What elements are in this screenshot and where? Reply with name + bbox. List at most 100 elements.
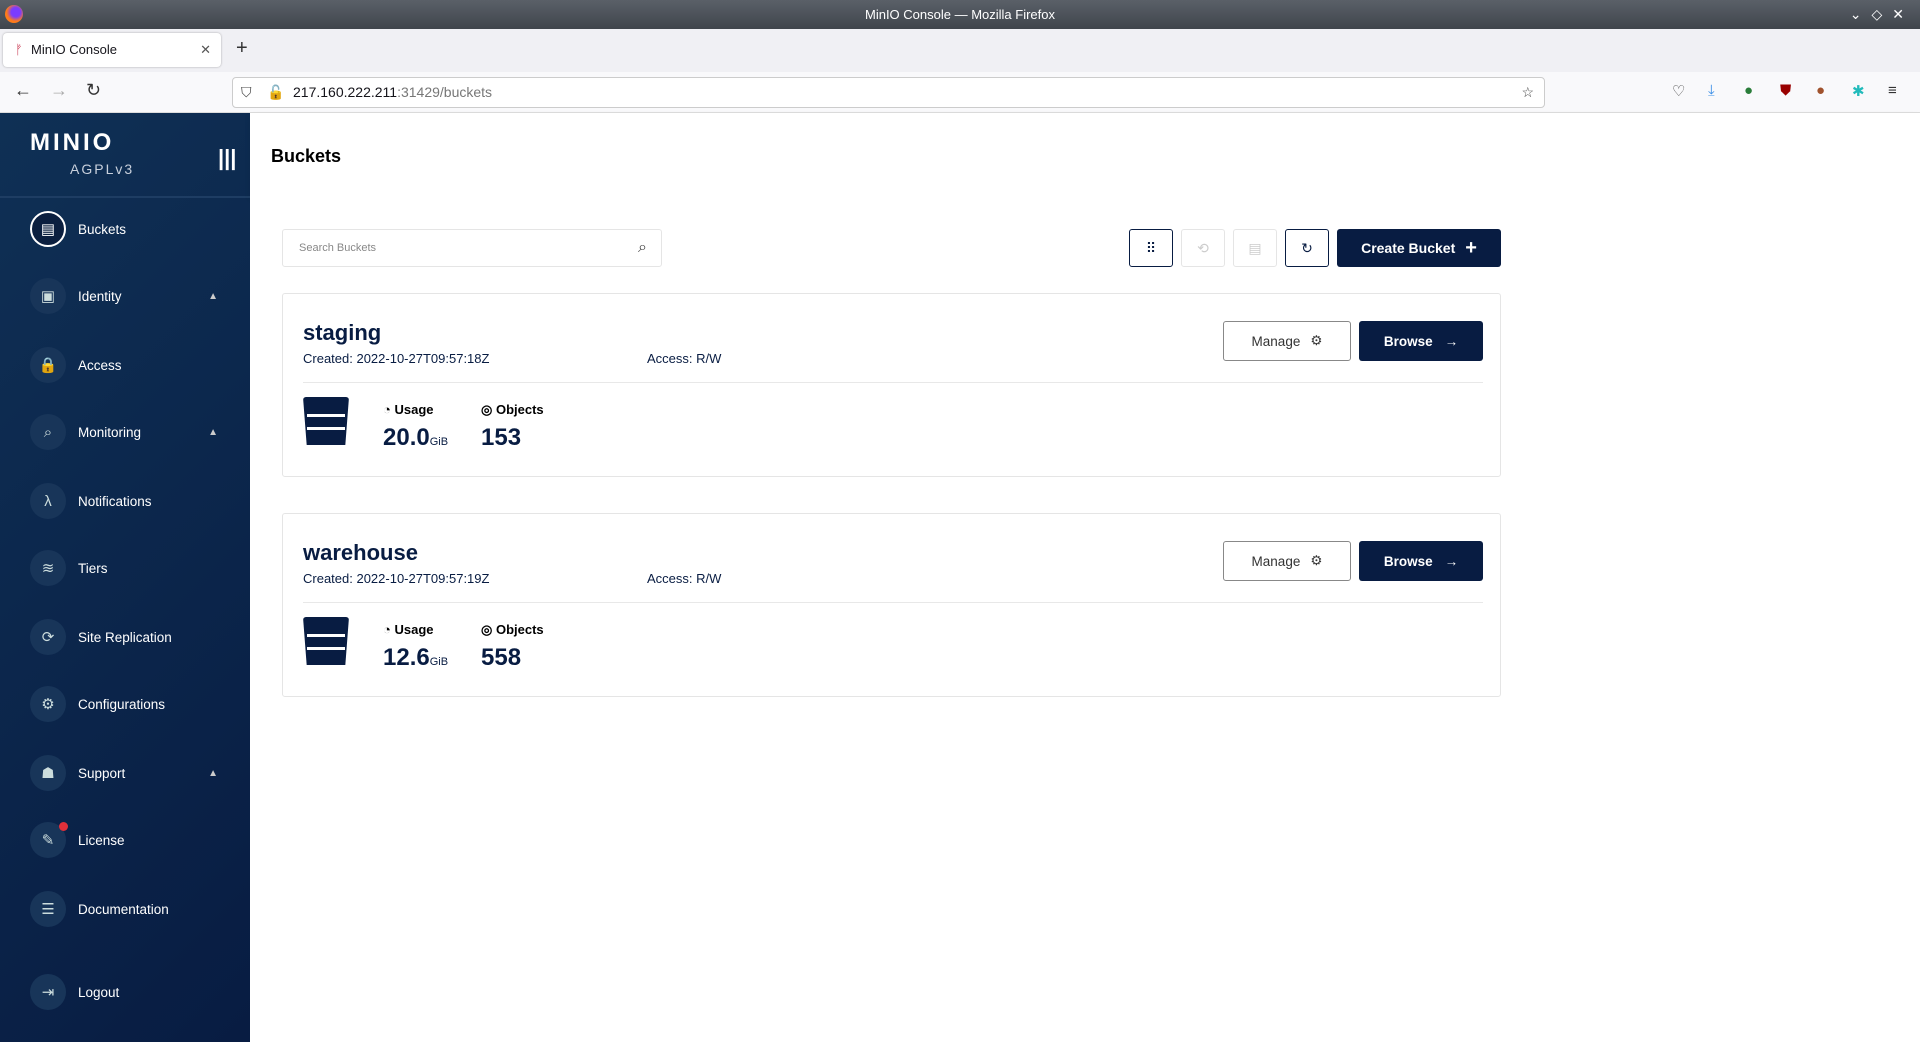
sidebar-item-logout[interactable]: ⇥ Logout bbox=[30, 972, 240, 1012]
sidebar-item-label: Access bbox=[78, 357, 122, 373]
gear-icon: ⚙ bbox=[30, 686, 66, 722]
plus-icon: + bbox=[1465, 236, 1477, 259]
browser-tab[interactable]: ᚠ MinIO Console ✕ bbox=[3, 33, 221, 67]
bucket-name[interactable]: staging bbox=[303, 320, 382, 345]
manage-button[interactable]: Manage ⚙ bbox=[1223, 321, 1351, 361]
divider bbox=[0, 196, 250, 198]
sidebar-item-label: Support bbox=[78, 765, 126, 781]
pocket-icon[interactable]: ♡ bbox=[1672, 83, 1686, 100]
sidebar-item-label: License bbox=[78, 832, 125, 848]
objects-value: 558 bbox=[481, 644, 522, 671]
tab-bar: ᚠ MinIO Console ✕ + bbox=[0, 29, 1920, 72]
sidebar-item-label: Tiers bbox=[78, 560, 108, 576]
extension-icon[interactable]: ● bbox=[1744, 82, 1754, 99]
browse-button[interactable]: Browse → bbox=[1359, 321, 1483, 361]
bucket-icon bbox=[303, 397, 349, 445]
chevron-up-icon[interactable]: ▲ bbox=[208, 426, 218, 438]
nav-bar: ← → ↻ ⛉ 🔓 217.160.222.211:31429/buckets … bbox=[0, 72, 1920, 113]
bucket-name[interactable]: warehouse bbox=[303, 540, 418, 565]
search-icon[interactable]: ⌕ bbox=[638, 239, 647, 256]
sidebar-item-support[interactable]: ☗ Support ▲ bbox=[30, 753, 240, 793]
new-tab-button[interactable]: + bbox=[236, 37, 248, 59]
sidebar-item-access[interactable]: 🔒 Access bbox=[30, 345, 240, 385]
search-placeholder: Search Buckets bbox=[299, 242, 377, 254]
sidebar-item-label: Monitoring bbox=[78, 424, 142, 440]
support-icon: ☗ bbox=[30, 755, 66, 791]
objects-label: ◎ Objects bbox=[481, 402, 544, 417]
grid-icon: ⠿ bbox=[1145, 239, 1157, 256]
sidebar-item-monitoring[interactable]: ⌕ Monitoring ▲ bbox=[30, 412, 240, 452]
lambda-icon: λ bbox=[30, 483, 66, 519]
forward-icon[interactable]: → bbox=[50, 80, 68, 100]
sidebar-item-label: Logout bbox=[78, 984, 120, 1000]
bucket-created: Created: 2022-10-27T09:57:19Z bbox=[303, 571, 490, 586]
bucket-card: warehouse Created: 2022-10-27T09:57:19Z … bbox=[282, 513, 1501, 697]
browse-label: Browse bbox=[1383, 333, 1433, 349]
create-bucket-button[interactable]: Create Bucket + bbox=[1337, 229, 1501, 267]
sidebar-item-configurations[interactable]: ⚙ Configurations bbox=[30, 684, 240, 724]
sidebar-item-site-replication[interactable]: ⟳ Site Replication bbox=[30, 617, 240, 657]
download-icon[interactable]: ⤓ bbox=[1708, 82, 1715, 99]
lifecycle-button[interactable]: ▤ bbox=[1233, 229, 1277, 267]
insecure-lock-icon: 🔓 bbox=[267, 84, 285, 100]
lock-icon: 🔒 bbox=[30, 347, 66, 383]
sidebar: MINIO AGPLv3 ||| ▤ Buckets ▣ Identity ▲ … bbox=[0, 113, 250, 1042]
objects-label: ◎ Objects bbox=[481, 622, 544, 637]
window-controls[interactable]: ⌄◇✕ bbox=[1849, 6, 1914, 22]
menu-icon[interactable]: ≡ bbox=[1888, 82, 1897, 99]
tab-title: MinIO Console bbox=[31, 42, 117, 57]
layers-icon: ≋ bbox=[30, 550, 66, 586]
usage-label: ◔ Usage bbox=[383, 402, 434, 417]
license-label: AGPLv3 bbox=[70, 161, 135, 177]
pie-chart-icon: ◔ bbox=[383, 622, 391, 637]
sidebar-item-license[interactable]: ✎ License bbox=[30, 820, 240, 860]
search-input[interactable]: Search Buckets ⌕ bbox=[282, 229, 662, 267]
bookmark-star-icon[interactable]: ☆ bbox=[1521, 84, 1534, 100]
select-multiple-button[interactable]: ⠿ bbox=[1129, 229, 1173, 267]
replicate-icon: ⟲ bbox=[1197, 239, 1209, 256]
bucket-icon: ▤ bbox=[30, 211, 66, 247]
arrow-right-icon: → bbox=[1444, 553, 1459, 569]
chevron-up-icon[interactable]: ▲ bbox=[208, 767, 218, 779]
sidebar-item-documentation[interactable]: ☰ Documentation bbox=[30, 889, 240, 929]
close-tab-icon[interactable]: ✕ bbox=[200, 42, 211, 57]
url-host: 217.160.222.211 bbox=[293, 84, 398, 100]
sidebar-item-label: Configurations bbox=[78, 696, 166, 712]
bucket-icon: ▤ bbox=[1248, 239, 1262, 256]
create-bucket-label: Create Bucket bbox=[1361, 240, 1456, 256]
ublock-icon[interactable]: ⛊ bbox=[1780, 82, 1792, 99]
bucket-access: Access: R/W bbox=[647, 571, 722, 586]
gear-icon: ⚙ bbox=[1310, 333, 1323, 348]
bucket-created: Created: 2022-10-27T09:57:18Z bbox=[303, 351, 490, 366]
minio-logo: MINIO bbox=[30, 129, 115, 156]
bucket-icon bbox=[303, 617, 349, 665]
refresh-button[interactable]: ↻ bbox=[1285, 229, 1329, 267]
sidebar-item-buckets[interactable]: ▤ Buckets bbox=[30, 209, 240, 249]
replication-button[interactable]: ⟲ bbox=[1181, 229, 1225, 267]
pie-chart-icon: ◔ bbox=[383, 402, 391, 417]
cookie-icon[interactable]: ● bbox=[1816, 82, 1826, 99]
collapse-sidebar-icon[interactable]: ||| bbox=[218, 145, 237, 170]
browse-button[interactable]: Browse → bbox=[1359, 541, 1483, 581]
back-icon[interactable]: ← bbox=[14, 80, 32, 100]
divider bbox=[303, 382, 1483, 383]
sync-icon: ⟳ bbox=[30, 619, 66, 655]
notification-badge bbox=[59, 822, 68, 831]
logout-icon: ⇥ bbox=[30, 974, 66, 1010]
reload-icon[interactable]: ↻ bbox=[86, 80, 102, 100]
manage-button[interactable]: Manage ⚙ bbox=[1223, 541, 1351, 581]
extension-star-icon[interactable]: ✱ bbox=[1852, 83, 1865, 100]
objects-value: 153 bbox=[481, 424, 522, 451]
objects-icon: ◎ bbox=[481, 622, 493, 637]
refresh-icon: ↻ bbox=[1301, 239, 1313, 256]
id-card-icon: ▣ bbox=[30, 278, 66, 314]
sidebar-item-tiers[interactable]: ≋ Tiers bbox=[30, 548, 240, 588]
page-title: Buckets bbox=[271, 146, 342, 166]
sidebar-item-notifications[interactable]: λ Notifications bbox=[30, 481, 240, 521]
url-bar[interactable]: ⛉ 🔓 217.160.222.211:31429/buckets ☆ bbox=[232, 77, 1545, 108]
arrow-right-icon: → bbox=[1444, 333, 1459, 349]
browse-label: Browse bbox=[1383, 553, 1433, 569]
chevron-up-icon[interactable]: ▲ bbox=[208, 290, 218, 302]
sidebar-item-identity[interactable]: ▣ Identity ▲ bbox=[30, 276, 240, 316]
shield-icon: ⛉ bbox=[241, 84, 252, 100]
